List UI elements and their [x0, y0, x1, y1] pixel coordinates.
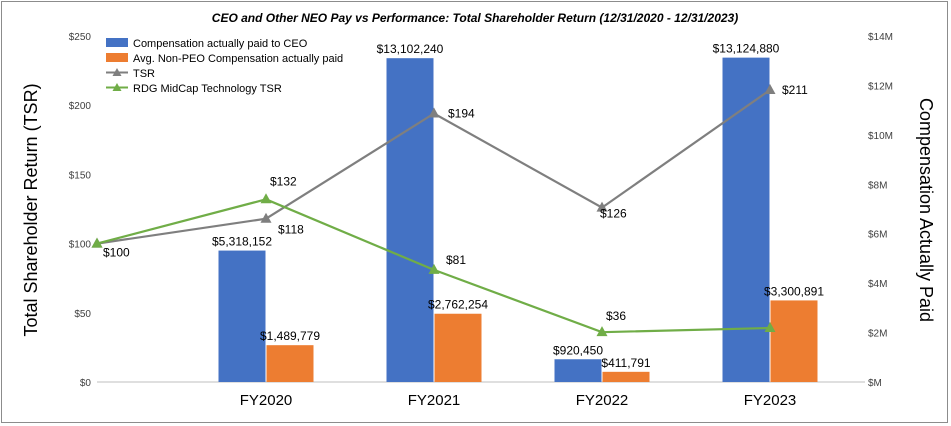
line-marker [91, 237, 103, 248]
bar [554, 359, 602, 382]
category-label: FY2023 [744, 392, 797, 409]
right-tick-label: $14M [868, 32, 893, 43]
line-data-label: $81 [446, 253, 466, 267]
bar-data-label: $1,489,779 [260, 329, 320, 343]
right-tick-label: $4M [868, 279, 887, 290]
left-axis-ticks: $0 $50 $100 $150 $200 $250 [69, 32, 92, 389]
left-axis-title: Total Shareholder Return (TSR) [21, 83, 41, 336]
bar-data-label: $13,124,880 [713, 42, 780, 56]
bar-data-label: $5,318,152 [212, 235, 272, 249]
left-tick-label: $250 [69, 32, 92, 43]
line-marker [764, 322, 776, 333]
line-data-label: $126 [600, 207, 627, 221]
right-tick-label: $6M [868, 230, 887, 241]
line-marker [428, 107, 440, 118]
right-tick-label: $12M [868, 81, 893, 92]
line-data-labels: $100 $118 $194 $126 $211 $132 $81 $36 [103, 83, 808, 323]
category-label: FY2022 [576, 392, 629, 409]
bar [602, 371, 650, 382]
bar-data-label: $2,762,254 [428, 298, 488, 312]
category-axis-labels: FY2020 FY2021 FY2022 FY2023 [240, 392, 797, 409]
right-axis-title: Compensation Actually Paid [916, 98, 936, 322]
bar-data-label: $920,450 [553, 343, 603, 357]
right-tick-label: $2M [868, 329, 887, 340]
right-tick-label: $M [868, 378, 882, 389]
left-tick-label: $0 [80, 378, 92, 389]
line-data-label: $36 [606, 309, 626, 323]
bar [770, 300, 818, 382]
line-data-label: $211 [782, 83, 808, 97]
category-label: FY2020 [240, 392, 293, 409]
right-axis-ticks: $M $2M $4M $6M $8M $10M $12M $14M [868, 32, 893, 389]
left-tick-label: $150 [69, 170, 92, 181]
legend-swatch [106, 38, 128, 47]
left-tick-label: $50 [74, 309, 91, 320]
line-marker [596, 201, 608, 212]
right-tick-label: $10M [868, 131, 893, 142]
line-marker [596, 326, 608, 337]
bar [266, 345, 314, 382]
legend-marker [112, 68, 122, 76]
line-marker [260, 212, 272, 223]
line-data-label: $132 [270, 174, 297, 188]
bar [218, 250, 266, 382]
legend-entry-label: RDG MidCap Technology TSR [133, 83, 282, 95]
line-data-label: $194 [448, 107, 475, 121]
legend-swatch [106, 53, 128, 62]
left-tick-label: $200 [69, 101, 92, 112]
bar-data-labels: $5,318,152 $13,102,240 $920,450 $13,124,880… [212, 42, 824, 370]
bar [434, 313, 482, 382]
legend-entry-label: Compensation actually paid to CEO [133, 38, 308, 50]
legend-entry-label: TSR [133, 68, 155, 80]
bar-data-label: $13,102,240 [377, 42, 444, 56]
category-label: FY2021 [408, 392, 461, 409]
bar-data-label: $3,300,891 [764, 284, 824, 298]
line-series-group [91, 83, 776, 337]
legend-marker [112, 83, 122, 91]
legend: Compensation actually paid to CEO Avg. No… [106, 38, 343, 95]
line-marker [260, 193, 272, 204]
legend-entry-label: Avg. Non-PEO Compensation actually paid [133, 53, 343, 65]
line-marker [764, 83, 776, 94]
bar-data-label: $411,791 [601, 356, 650, 370]
left-tick-label: $100 [69, 240, 92, 251]
chart-title: CEO and Other NEO Pay vs Performance: To… [212, 11, 738, 25]
right-tick-label: $8M [868, 180, 887, 191]
line-marker [428, 263, 440, 274]
bar [386, 58, 434, 382]
line-data-label: $100 [103, 246, 130, 260]
line-data-label: $118 [278, 223, 304, 237]
